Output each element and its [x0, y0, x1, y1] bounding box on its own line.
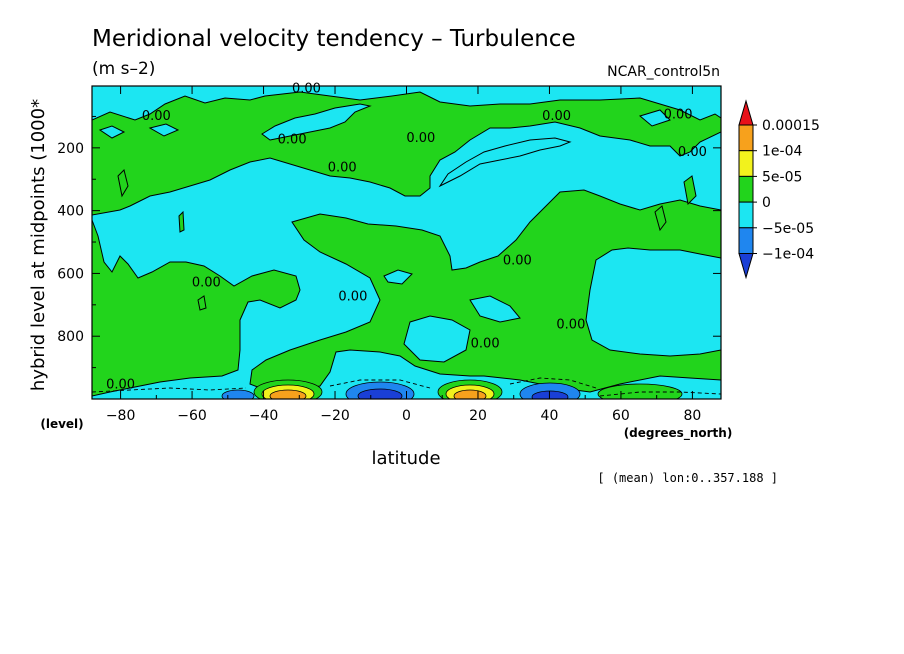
x-axis-unit: (degrees_north)	[624, 426, 733, 441]
colorbar-segment	[738, 150, 754, 177]
contour-label: 0.00	[278, 132, 307, 147]
negative-region-pocket	[469, 295, 521, 323]
footnote: [ (mean) lon:0..357.188 ]	[597, 471, 778, 485]
y-axis-unit: (level)	[40, 417, 83, 431]
colorbar-label: 5e-05	[762, 169, 802, 185]
chart-title: Meridional velocity tendency – Turbulenc…	[92, 26, 576, 52]
positive-region-spot	[683, 175, 697, 206]
y-tick-label: 600	[57, 266, 84, 282]
x-tick-label: 60	[612, 408, 630, 424]
colorbar-label: 1e-04	[762, 144, 802, 160]
contour-label: 0.00	[664, 107, 693, 122]
contour-labels: 0.00 0.00 0.00 0.00 0.00 0.00 0.00 0.00 0.00 0.00…	[106, 82, 707, 393]
contour-label: 0.00	[556, 318, 585, 333]
negative-region-pocket	[383, 269, 413, 285]
colorbar-label: 0.00015	[762, 118, 820, 134]
positive-region-lower-left	[92, 219, 301, 397]
negative-region-upper-hole	[438, 137, 572, 188]
deep-negative-core	[531, 390, 569, 399]
x-tick-label: 40	[541, 408, 559, 424]
contour-label: 0.00	[142, 109, 171, 124]
positive-region-upper-band	[92, 91, 721, 216]
colorbar-label: −1e-04	[762, 247, 814, 263]
contour-label: 0.00	[292, 82, 321, 97]
contour-label: 0.00	[678, 145, 707, 160]
contour-label: 0.00	[328, 161, 357, 176]
negative-region-upper-hole	[261, 103, 372, 141]
positive-extreme-core	[597, 383, 683, 399]
contour-label: 0.00	[406, 131, 435, 146]
positive-region-spot	[197, 295, 207, 311]
x-tick-label: −40	[249, 408, 279, 424]
y-axis: 200 400 600 800	[57, 115, 721, 369]
colorbar-segment	[738, 227, 754, 255]
y-tick-label: 200	[57, 141, 84, 157]
x-tick-label: −60	[177, 408, 207, 424]
positive-region-spot	[117, 169, 129, 198]
x-axis: −80 −60 −40 −20 0 20 40 60 80	[106, 86, 701, 424]
contour-label: 0.00	[338, 289, 367, 304]
colorbar-label: 0	[762, 195, 771, 211]
x-tick-label: −20	[320, 408, 350, 424]
y-axis-label: hybrid level at midpoints (1000*	[28, 99, 49, 391]
x-tick-label: −80	[106, 408, 136, 424]
colorbar-segment	[738, 124, 754, 152]
positive-extreme-core	[453, 389, 487, 399]
chart-subtitle: (m s–2)	[92, 59, 155, 79]
contour-label: 0.00	[471, 336, 500, 351]
contour-field	[92, 86, 721, 399]
colorbar-segment	[738, 99, 754, 126]
contour-label: 0.00	[542, 109, 571, 124]
positive-region-spot	[178, 210, 185, 233]
colorbar-segment	[738, 201, 754, 229]
positive-extreme-core	[269, 389, 307, 399]
negative-region-right-block	[585, 247, 721, 357]
contour-label: 0.00	[503, 253, 532, 268]
contour-label: 0.00	[106, 377, 135, 392]
colorbar-label: −5e-05	[762, 221, 814, 237]
contour-label: 0.00	[192, 275, 221, 290]
deep-negative-core	[221, 389, 255, 399]
x-axis-label: latitude	[371, 448, 440, 469]
y-tick-label: 800	[57, 329, 84, 345]
run-label: NCAR_control5n	[607, 64, 720, 80]
deep-negative-core	[357, 388, 403, 399]
negative-region-upper-hole	[638, 109, 671, 127]
negative-region-upper-hole	[148, 123, 180, 137]
colorbar-segment	[738, 175, 754, 203]
x-tick-label: 0	[402, 408, 411, 424]
dashed-negative-contours	[92, 377, 721, 397]
colorbar-segment	[738, 253, 754, 280]
positive-region-spot	[654, 205, 667, 232]
y-tick-label: 400	[57, 204, 84, 220]
negative-region-upper-hole	[98, 125, 126, 139]
colorbar: 0.00015 1e-04 5e-05 0 −5e-05 −1e-04	[738, 99, 820, 280]
negative-region-lower-center	[403, 315, 471, 363]
x-tick-label: 20	[469, 408, 487, 424]
x-tick-label: 80	[683, 408, 701, 424]
